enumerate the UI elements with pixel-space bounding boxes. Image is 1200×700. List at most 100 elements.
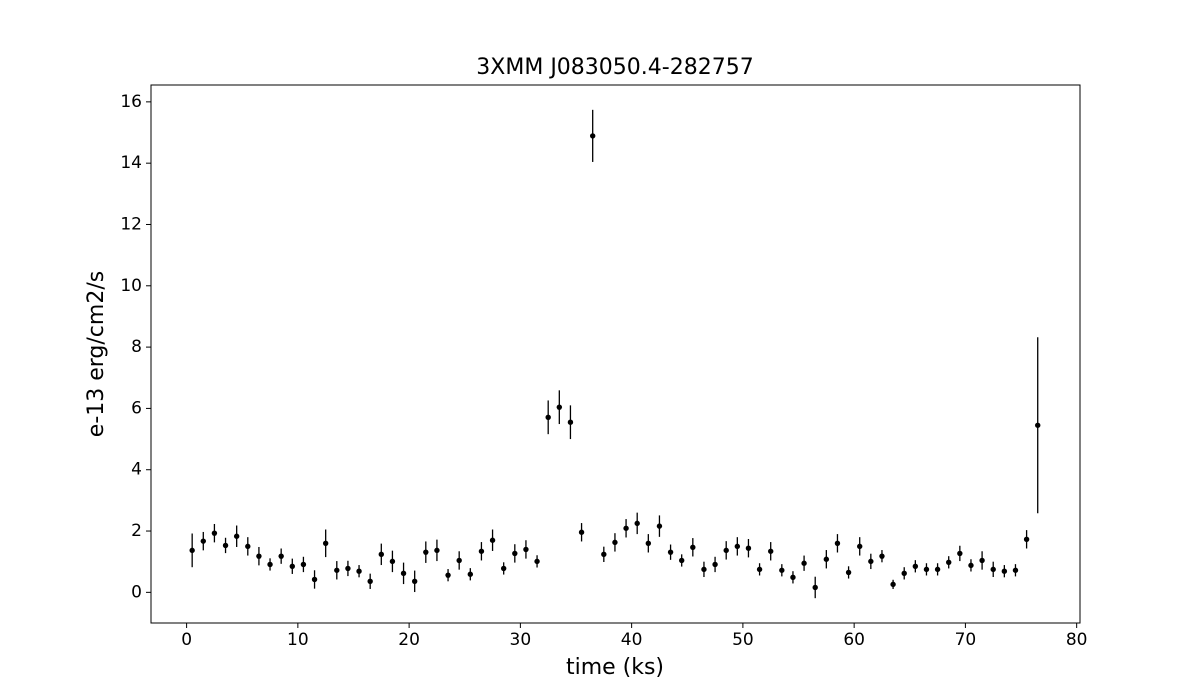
data-point xyxy=(790,574,796,581)
data-point xyxy=(245,543,251,550)
y-tick-label: 12 xyxy=(120,214,142,234)
x-tick-label: 40 xyxy=(621,630,643,650)
data-point xyxy=(634,520,640,527)
data-point xyxy=(768,548,774,554)
data-point xyxy=(189,547,195,554)
data-point xyxy=(534,558,540,565)
data-point xyxy=(400,570,407,577)
data-point xyxy=(823,556,830,562)
data-point xyxy=(656,523,663,529)
data-point xyxy=(512,550,518,557)
x-tick-label: 50 xyxy=(732,630,754,650)
x-axis-label: time (ks) xyxy=(566,655,664,680)
data-point xyxy=(300,561,307,568)
chart-title: 3XMM J083050.4-282757 xyxy=(476,55,753,80)
data-point xyxy=(723,547,729,554)
data-point xyxy=(289,563,295,569)
data-point xyxy=(278,553,284,559)
data-point xyxy=(456,557,462,564)
data-point xyxy=(222,542,229,549)
data-point xyxy=(957,550,963,557)
data-point xyxy=(745,545,752,551)
data-point xyxy=(367,578,373,585)
data-point xyxy=(890,581,896,588)
x-tick-label: 10 xyxy=(287,630,309,650)
data-point xyxy=(378,551,385,558)
data-point xyxy=(434,547,440,554)
data-point xyxy=(912,563,919,569)
data-point xyxy=(478,548,485,554)
data-point xyxy=(467,571,474,577)
y-tick-label: 0 xyxy=(131,582,142,602)
data-point xyxy=(812,584,818,591)
data-point xyxy=(389,558,396,565)
y-tick-label: 14 xyxy=(120,153,142,173)
data-point xyxy=(423,549,429,555)
data-point xyxy=(267,561,273,568)
data-point xyxy=(567,419,574,425)
x-tick-label: 60 xyxy=(843,630,865,650)
data-point xyxy=(712,561,718,568)
x-tick-label: 20 xyxy=(398,630,420,650)
data-point xyxy=(311,576,318,583)
data-point xyxy=(923,566,930,573)
data-point xyxy=(445,572,451,578)
data-point xyxy=(678,557,685,564)
data-point xyxy=(845,569,852,576)
data-point xyxy=(1001,568,1008,574)
data-point xyxy=(411,578,418,585)
data-point xyxy=(589,133,596,139)
data-point xyxy=(200,538,206,544)
x-tick-label: 70 xyxy=(955,630,977,650)
data-point xyxy=(345,565,351,572)
data-point xyxy=(834,540,841,546)
data-point xyxy=(322,540,329,546)
data-point xyxy=(612,539,618,546)
y-tick-label: 2 xyxy=(131,521,142,541)
data-point xyxy=(356,568,362,574)
data-point xyxy=(934,566,941,573)
data-point xyxy=(779,567,785,573)
x-tick-label: 0 xyxy=(181,630,192,650)
data-point xyxy=(1023,536,1030,543)
data-point xyxy=(256,553,262,559)
data-point xyxy=(734,543,741,550)
plot-frame xyxy=(150,84,1081,624)
data-point xyxy=(690,544,696,550)
data-point xyxy=(801,560,807,566)
data-point xyxy=(701,566,707,573)
y-tick-label: 8 xyxy=(131,337,142,357)
data-point xyxy=(968,562,974,569)
data-point xyxy=(489,537,496,543)
data-point xyxy=(756,566,763,573)
data-point xyxy=(990,566,996,573)
data-point xyxy=(623,525,629,531)
data-point xyxy=(645,540,652,546)
y-tick-label: 6 xyxy=(131,398,142,418)
data-point xyxy=(667,549,674,555)
data-point xyxy=(556,404,563,410)
y-tick-label: 16 xyxy=(120,92,142,112)
y-tick-label: 10 xyxy=(120,276,142,296)
data-point xyxy=(334,567,340,573)
data-point xyxy=(500,565,507,572)
data-point xyxy=(946,559,952,566)
data-point xyxy=(233,533,240,539)
data-point xyxy=(857,543,863,550)
data-point xyxy=(1035,422,1041,428)
data-point xyxy=(879,553,885,559)
data-point xyxy=(868,558,874,565)
y-tick-label: 4 xyxy=(131,460,142,480)
x-tick-label: 80 xyxy=(1066,630,1088,650)
data-point xyxy=(578,529,585,535)
data-point xyxy=(1012,567,1019,573)
data-point xyxy=(601,551,607,558)
data-point xyxy=(979,557,985,564)
data-point xyxy=(901,570,907,577)
y-axis-label: e-13 erg/cm2/s xyxy=(84,271,109,437)
data-point xyxy=(545,414,551,421)
data-point xyxy=(523,546,529,553)
data-point xyxy=(211,530,218,536)
x-tick-label: 30 xyxy=(510,630,532,650)
